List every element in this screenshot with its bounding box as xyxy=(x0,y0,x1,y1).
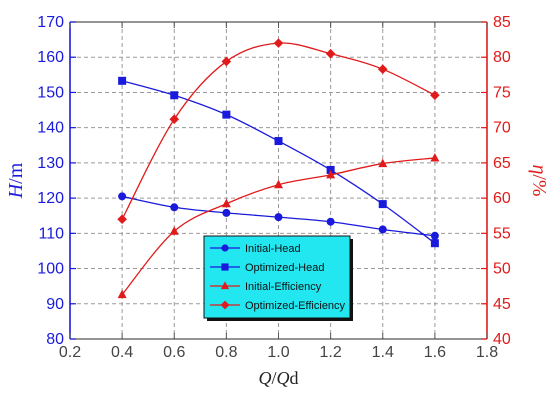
legend-label: Initial-Efficiency xyxy=(245,281,322,293)
data-point xyxy=(378,158,388,168)
x-tick-label: 1.0 xyxy=(267,344,289,361)
data-point xyxy=(378,225,387,234)
axis-label-part: /% xyxy=(528,174,550,196)
series-initial-efficiency xyxy=(117,152,440,299)
right-axis-title: η/% xyxy=(528,164,550,196)
legend-marker xyxy=(221,244,229,252)
left-tick-label: 110 xyxy=(38,225,64,242)
x-tick-label: 1.8 xyxy=(476,344,498,361)
x-tick-label: 1.4 xyxy=(372,344,394,361)
right-tick-label: 40 xyxy=(493,331,511,348)
right-tick-label: 50 xyxy=(493,261,511,278)
left-axis-title: H/m xyxy=(5,162,27,199)
axis-label-part: Q xyxy=(277,368,290,388)
legend: Initial-Head Optimized-Head Initial-Effici… xyxy=(203,235,353,321)
legend-marker xyxy=(221,263,229,271)
left-tick-label: 150 xyxy=(37,84,64,101)
right-tick-label: 85 xyxy=(493,14,511,31)
data-point xyxy=(430,90,440,101)
right-tick-label: 75 xyxy=(493,84,511,101)
axis-label-part: d xyxy=(290,368,299,388)
data-point xyxy=(117,214,127,225)
x-tick-label: 0.2 xyxy=(59,344,81,361)
data-point xyxy=(430,239,439,248)
left-tick-label: 130 xyxy=(37,155,64,172)
x-axis-title: Q/Qd xyxy=(258,368,298,388)
right-tick-label: 65 xyxy=(493,155,511,172)
x-tick-label: 0.4 xyxy=(111,344,133,361)
data-point xyxy=(117,289,127,299)
legend-marker xyxy=(220,281,230,290)
x-tick-label: 1.2 xyxy=(320,344,342,361)
left-tick-label: 160 xyxy=(37,49,64,66)
data-point xyxy=(378,200,387,209)
axis-labels: Q/Qd H/m η/% xyxy=(5,162,550,388)
right-tick-label: 60 xyxy=(493,190,511,207)
legend-label: Optimized-Head xyxy=(245,262,324,274)
data-point xyxy=(170,203,179,212)
legend-label: Optimized-Efficiency xyxy=(245,300,346,312)
data-point xyxy=(170,91,179,100)
data-point xyxy=(274,137,283,146)
data-point xyxy=(326,217,335,226)
left-tick-label: 80 xyxy=(46,331,64,348)
series-optimized-efficiency xyxy=(117,38,440,225)
data-point xyxy=(222,208,231,217)
left-tick-label: 100 xyxy=(37,261,64,278)
axis-label-part: η xyxy=(528,164,550,174)
data-point xyxy=(118,192,127,201)
right-tick-label: 70 xyxy=(493,120,511,137)
data-point xyxy=(274,179,283,189)
data-point xyxy=(274,213,283,222)
right-tick-label: 45 xyxy=(493,296,511,313)
data-point xyxy=(430,231,439,240)
right-tick-label: 55 xyxy=(493,225,511,242)
axis-label-part: Q xyxy=(258,368,271,388)
series-layer xyxy=(117,38,440,299)
left-tick-label: 120 xyxy=(37,190,64,207)
axis-label-part: / xyxy=(271,368,276,388)
grid xyxy=(70,22,487,339)
data-point xyxy=(377,64,388,74)
axes: 0.2 0.4 0.6 0.8 1.0 1.2 1.4 1.6 1.8 80 90 100 110 120… xyxy=(37,14,511,361)
data-point xyxy=(169,114,180,125)
data-point xyxy=(169,226,179,235)
data-point xyxy=(273,38,284,48)
legend-marker xyxy=(220,300,230,310)
data-point xyxy=(325,48,336,59)
x-tick-label: 0.8 xyxy=(215,344,237,361)
data-point xyxy=(326,169,336,179)
left-tick-label: 170 xyxy=(37,14,64,31)
right-tick-label: 80 xyxy=(493,49,511,66)
series-optimized-head xyxy=(118,76,439,248)
x-tick-label: 0.6 xyxy=(163,344,185,361)
data-point xyxy=(118,76,127,85)
left-tick-label: 90 xyxy=(46,296,64,313)
data-point xyxy=(222,110,231,119)
series-initial-head xyxy=(118,192,439,240)
axis-label-part: H xyxy=(5,182,27,199)
x-tick-label: 1.6 xyxy=(424,344,446,361)
data-point xyxy=(221,56,232,67)
data-point xyxy=(221,198,231,208)
left-tick-label: 140 xyxy=(37,120,64,137)
axis-label-part: /m xyxy=(5,162,27,184)
legend-label: Initial-Head xyxy=(245,243,301,255)
data-point xyxy=(430,152,440,162)
